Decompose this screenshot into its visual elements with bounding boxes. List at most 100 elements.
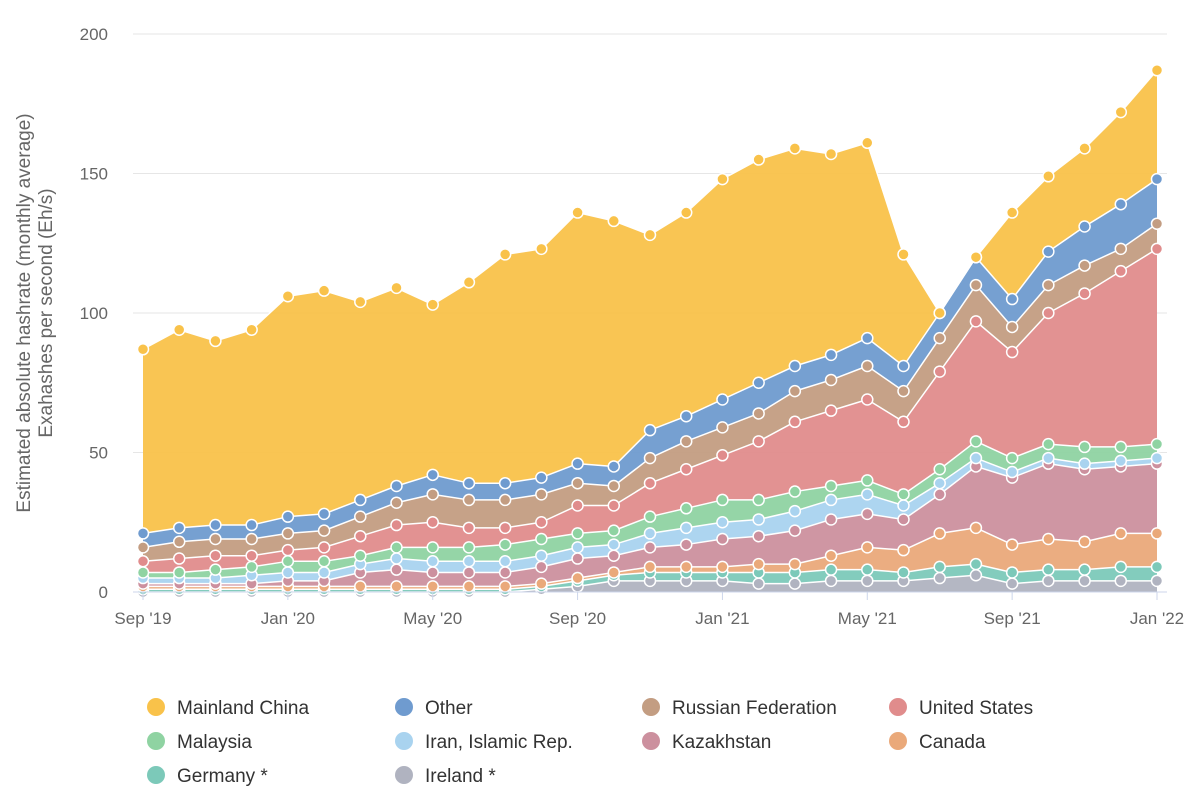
legend-item-ireland[interactable]: Ireland * xyxy=(395,766,496,787)
point-germany[interactable] xyxy=(1114,560,1128,574)
point-mainland-china[interactable] xyxy=(1005,206,1019,219)
point-iran-islamic-rep[interactable] xyxy=(535,549,548,562)
point-russian-federation[interactable] xyxy=(752,407,765,420)
point-other[interactable] xyxy=(1114,197,1128,211)
point-mainland-china[interactable] xyxy=(462,276,476,289)
point-iran-islamic-rep[interactable] xyxy=(607,538,621,551)
point-malaysia[interactable] xyxy=(462,541,476,554)
point-other[interactable] xyxy=(136,527,150,540)
point-malaysia[interactable] xyxy=(933,462,946,476)
point-united-states[interactable] xyxy=(933,365,946,378)
point-iran-islamic-rep[interactable] xyxy=(788,504,802,518)
point-iran-islamic-rep[interactable] xyxy=(716,516,729,529)
point-russian-federation[interactable] xyxy=(245,532,258,546)
point-kazakhstan[interactable] xyxy=(897,513,910,526)
point-kazakhstan[interactable] xyxy=(933,488,946,501)
point-iran-islamic-rep[interactable] xyxy=(1005,465,1019,479)
point-iran-islamic-rep[interactable] xyxy=(390,552,403,565)
point-malaysia[interactable] xyxy=(354,549,367,562)
point-united-states[interactable] xyxy=(317,541,331,554)
legend-item-malaysia[interactable]: Malaysia xyxy=(147,732,252,753)
point-united-states[interactable] xyxy=(209,549,222,562)
point-ireland[interactable] xyxy=(788,577,802,590)
point-canada[interactable] xyxy=(462,580,476,593)
point-kazakhstan[interactable] xyxy=(824,513,838,526)
point-russian-federation[interactable] xyxy=(535,488,548,501)
point-united-states[interactable] xyxy=(172,552,186,565)
point-canada[interactable] xyxy=(607,566,621,579)
point-canada[interactable] xyxy=(498,580,512,593)
point-iran-islamic-rep[interactable] xyxy=(752,513,765,526)
point-russian-federation[interactable] xyxy=(209,532,222,546)
point-mainland-china[interactable] xyxy=(933,306,946,320)
point-russian-federation[interactable] xyxy=(716,421,729,434)
point-other[interactable] xyxy=(1005,292,1019,306)
point-malaysia[interactable] xyxy=(136,566,150,579)
point-kazakhstan[interactable] xyxy=(390,563,403,576)
point-malaysia[interactable] xyxy=(969,435,983,448)
point-iran-islamic-rep[interactable] xyxy=(426,555,439,568)
point-mainland-china[interactable] xyxy=(824,147,838,161)
point-iran-islamic-rep[interactable] xyxy=(498,555,512,568)
point-russian-federation[interactable] xyxy=(498,493,512,507)
point-russian-federation[interactable] xyxy=(1078,259,1091,272)
point-other[interactable] xyxy=(390,479,403,493)
point-canada[interactable] xyxy=(716,560,729,574)
point-other[interactable] xyxy=(643,423,657,437)
point-united-states[interactable] xyxy=(607,499,621,512)
point-iran-islamic-rep[interactable] xyxy=(1042,451,1055,465)
point-malaysia[interactable] xyxy=(1005,451,1019,465)
point-united-states[interactable] xyxy=(462,521,476,535)
point-mainland-china[interactable] xyxy=(679,206,693,219)
point-united-states[interactable] xyxy=(716,449,729,462)
point-canada[interactable] xyxy=(679,560,693,574)
point-malaysia[interactable] xyxy=(607,524,621,537)
point-canada[interactable] xyxy=(752,557,765,571)
point-malaysia[interactable] xyxy=(172,566,186,579)
point-malaysia[interactable] xyxy=(426,541,439,554)
point-other[interactable] xyxy=(535,471,548,484)
point-canada[interactable] xyxy=(933,527,946,540)
point-iran-islamic-rep[interactable] xyxy=(281,566,295,579)
point-other[interactable] xyxy=(245,518,258,532)
point-mainland-china[interactable] xyxy=(571,206,584,219)
point-other[interactable] xyxy=(679,409,693,423)
point-russian-federation[interactable] xyxy=(390,496,403,509)
point-mainland-china[interactable] xyxy=(281,290,295,303)
point-germany[interactable] xyxy=(933,560,946,574)
point-malaysia[interactable] xyxy=(897,488,910,501)
point-ireland[interactable] xyxy=(933,571,946,585)
point-iran-islamic-rep[interactable] xyxy=(317,566,331,579)
point-germany[interactable] xyxy=(897,566,910,579)
point-mainland-china[interactable] xyxy=(969,250,983,264)
point-canada[interactable] xyxy=(535,577,548,590)
point-united-states[interactable] xyxy=(969,315,983,328)
point-other[interactable] xyxy=(716,393,729,406)
point-canada[interactable] xyxy=(571,571,584,585)
point-malaysia[interactable] xyxy=(1150,437,1164,451)
legend-item-other[interactable]: Other xyxy=(395,698,473,719)
point-kazakhstan[interactable] xyxy=(571,552,584,565)
point-other[interactable] xyxy=(462,476,476,490)
point-iran-islamic-rep[interactable] xyxy=(897,499,910,512)
point-mainland-china[interactable] xyxy=(1114,105,1128,119)
point-mainland-china[interactable] xyxy=(752,153,765,166)
point-russian-federation[interactable] xyxy=(426,488,439,501)
point-germany[interactable] xyxy=(824,563,838,576)
point-russian-federation[interactable] xyxy=(1114,242,1128,256)
point-united-states[interactable] xyxy=(281,543,295,557)
point-ireland[interactable] xyxy=(969,569,983,582)
point-mainland-china[interactable] xyxy=(643,228,657,242)
point-malaysia[interactable] xyxy=(1042,437,1055,451)
point-russian-federation[interactable] xyxy=(933,331,946,345)
point-iran-islamic-rep[interactable] xyxy=(824,493,838,507)
point-russian-federation[interactable] xyxy=(462,493,476,507)
point-canada[interactable] xyxy=(426,580,439,593)
point-mainland-china[interactable] xyxy=(426,298,439,311)
point-russian-federation[interactable] xyxy=(354,510,367,523)
point-canada[interactable] xyxy=(824,549,838,562)
point-kazakhstan[interactable] xyxy=(861,507,874,521)
legend-item-united-states[interactable]: United States xyxy=(889,698,1033,719)
point-united-states[interactable] xyxy=(679,462,693,476)
point-kazakhstan[interactable] xyxy=(462,566,476,579)
